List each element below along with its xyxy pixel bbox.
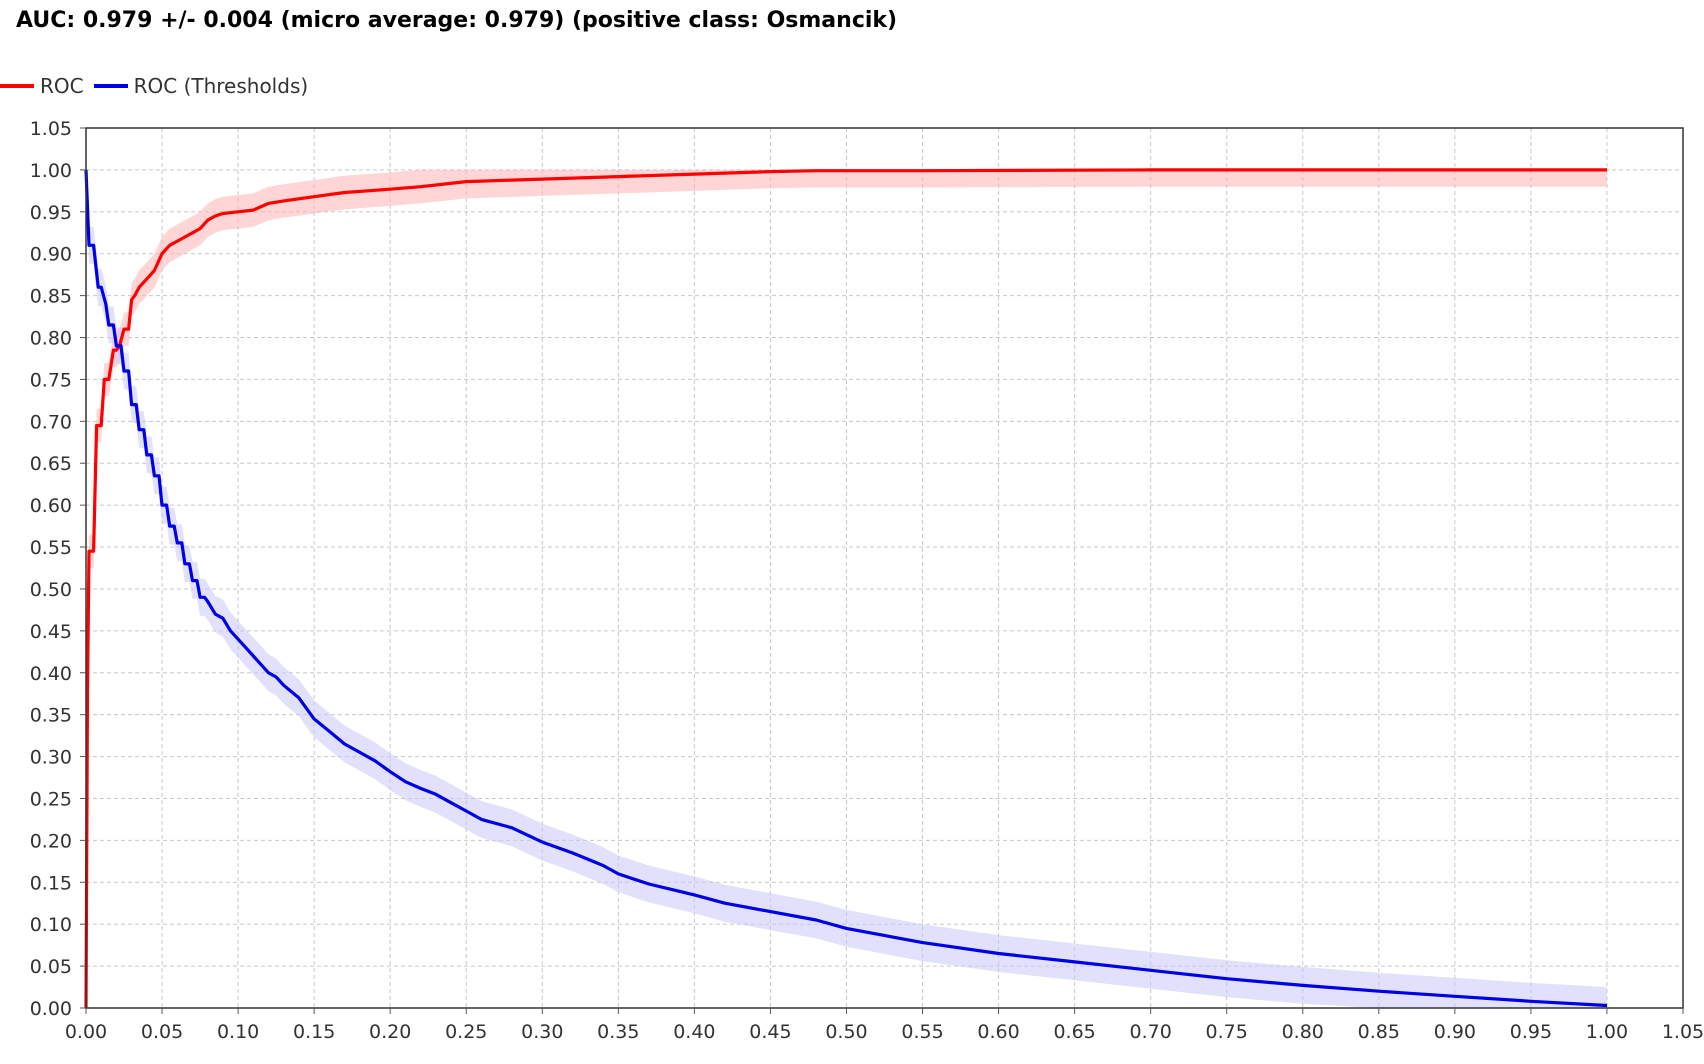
grid-lines (85, 127, 1684, 1009)
legend-swatch-roc (0, 84, 34, 88)
x-tick-label: 0.70 (1130, 1021, 1172, 1043)
y-tick-label: 0.85 (30, 286, 72, 308)
legend-label-roc-thresholds: ROC (Thresholds) (133, 74, 309, 98)
x-tick-label: 0.60 (977, 1021, 1019, 1043)
x-tick-label: 0.50 (825, 1021, 867, 1043)
x-tick-label: 0.10 (217, 1021, 259, 1043)
x-tick-label: 0.35 (597, 1021, 639, 1043)
x-tick-label: 0.00 (65, 1021, 107, 1043)
y-tick-label: 0.15 (30, 872, 72, 894)
chart-title: AUC: 0.979 +/- 0.004 (micro average: 0.9… (16, 8, 898, 33)
series-line-roc (84, 168, 1607, 1009)
y-tick-label: 0.20 (30, 830, 72, 852)
x-tick-label: 0.15 (293, 1021, 335, 1043)
y-tick-label: 0.05 (30, 956, 72, 978)
x-tick-label: 0.80 (1282, 1021, 1324, 1043)
x-tick-label: 1.00 (1586, 1021, 1628, 1043)
x-tick-label: 0.45 (749, 1021, 791, 1043)
y-tick-label: 0.90 (30, 244, 72, 266)
y-tick-label: 0.55 (30, 537, 72, 559)
x-tick-label: 0.65 (1053, 1021, 1095, 1043)
legend-label-roc: ROC (40, 74, 84, 98)
y-tick-label: 0.35 (30, 705, 72, 727)
y-tick-label: 0.10 (30, 914, 72, 936)
y-tick-label: 1.00 (30, 160, 72, 182)
y-tick-label: 0.30 (30, 747, 72, 769)
legend-item-roc: ROC (0, 74, 84, 98)
x-tick-label: 1.05 (1662, 1021, 1704, 1043)
x-tick-label: 0.30 (521, 1021, 563, 1043)
y-tick-label: 0.40 (30, 663, 72, 685)
y-tick-label: 1.05 (30, 118, 72, 140)
band-roc (86, 169, 1607, 1008)
y-tick-label: 0.45 (30, 621, 72, 643)
y-tick-label: 0.25 (30, 788, 72, 810)
band-roc-thresholds (86, 169, 1607, 1008)
y-tick-label: 0.00 (30, 998, 72, 1020)
x-tick-label: 0.95 (1510, 1021, 1552, 1043)
plot-frame (85, 127, 1684, 1009)
x-tick-label: 0.90 (1434, 1021, 1476, 1043)
x-tick-label: 0.85 (1358, 1021, 1400, 1043)
legend-item-roc-thresholds: ROC (Thresholds) (93, 74, 309, 98)
y-axis-ticks: 0.00 0.05 0.10 0.15 0.20 0.25 0.30 0.35 0.40 0.45… (30, 118, 86, 1020)
y-tick-label: 0.50 (30, 579, 72, 601)
x-tick-label: 0.20 (369, 1021, 411, 1043)
x-tick-label: 0.55 (901, 1021, 943, 1043)
x-tick-label: 0.25 (445, 1021, 487, 1043)
confidence-bands (86, 169, 1607, 1008)
y-tick-label: 0.60 (30, 495, 72, 517)
x-tick-label: 0.05 (141, 1021, 183, 1043)
y-tick-label: 0.70 (30, 411, 72, 433)
y-tick-label: 0.80 (30, 328, 72, 350)
series-line-roc-thresholds (84, 169, 1608, 1008)
x-tick-label: 0.75 (1206, 1021, 1248, 1043)
legend: ROC ROC (Thresholds) (0, 72, 318, 100)
x-tick-label: 0.40 (673, 1021, 715, 1043)
legend-swatch-roc-thresholds (93, 84, 128, 88)
y-tick-label: 0.75 (30, 369, 72, 391)
x-axis-ticks: 0.00 0.05 0.10 0.15 0.20 0.25 0.30 0.35 0.40 0.45… (65, 1008, 1704, 1043)
series-lines (84, 168, 1608, 1009)
y-tick-label: 0.95 (30, 202, 72, 224)
y-tick-label: 0.65 (30, 453, 72, 475)
